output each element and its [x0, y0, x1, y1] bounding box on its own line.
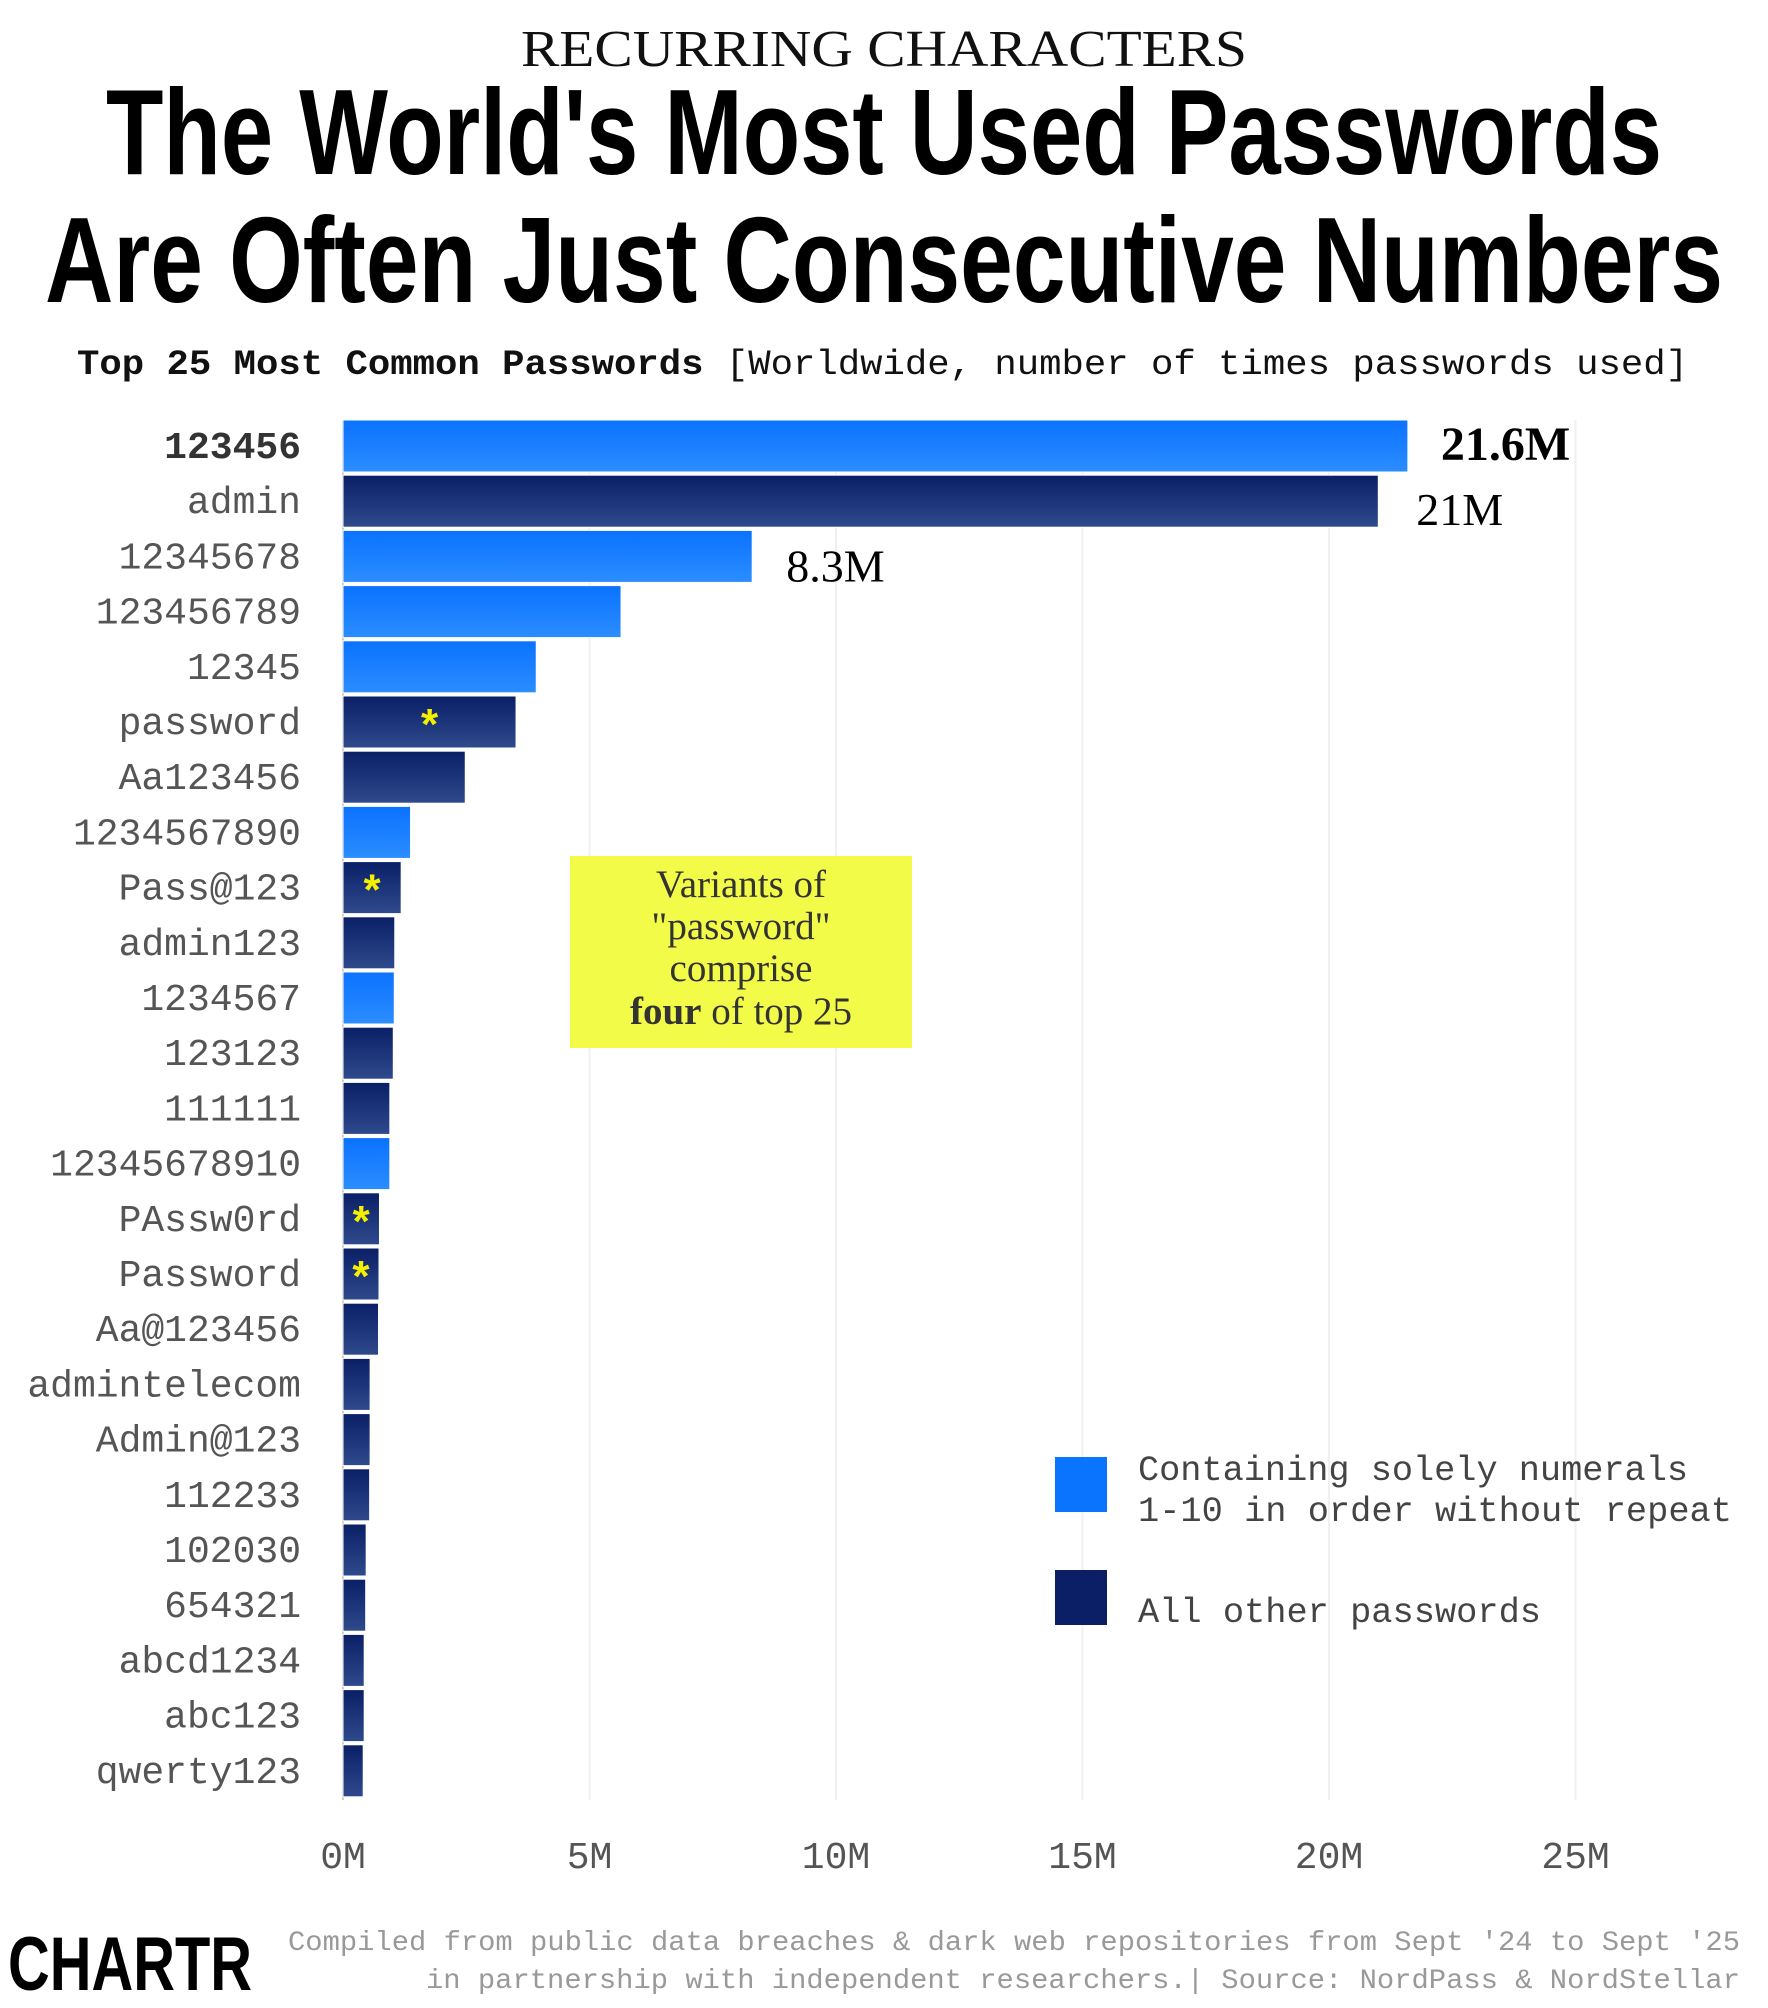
legend-label-sequential-2: 1-10 in order without repeat [1138, 1492, 1732, 1532]
x-tick-label: 20M [1295, 1837, 1363, 1880]
bar-Admin@123 [342, 1413, 371, 1467]
x-tick-label: 5M [567, 1837, 613, 1880]
category-label: 112233 [164, 1476, 301, 1519]
category-label: 111111 [164, 1089, 301, 1132]
bar-abcd1234 [342, 1633, 365, 1687]
category-label: 123456 [164, 427, 301, 470]
category-label: abc123 [164, 1697, 301, 1740]
bar-123123 [342, 1026, 394, 1080]
category-label: 1234567 [141, 979, 301, 1022]
category-label: qwerty123 [96, 1752, 301, 1795]
category-label: 12345678910 [50, 1145, 301, 1188]
category-label: 654321 [164, 1586, 301, 1629]
bar-qwerty123 [342, 1744, 364, 1798]
bar-Aa123456 [342, 750, 466, 804]
annotation-line-2: "password" [651, 905, 830, 948]
x-tick-label: 15M [1048, 1837, 1116, 1880]
x-tick-label: 0M [320, 1837, 366, 1880]
category-label: Admin@123 [96, 1421, 301, 1464]
bar-112233 [342, 1468, 371, 1522]
category-label: admin [187, 482, 301, 525]
category-label: 12345 [187, 648, 301, 691]
asterisk-icon: * [352, 1252, 370, 1301]
category-label: abcd1234 [119, 1641, 301, 1684]
category-label: Aa123456 [119, 758, 301, 801]
bar-admin [342, 474, 1379, 528]
bar-Aa@123456 [342, 1302, 379, 1356]
bar-admin123 [342, 916, 396, 970]
title-line-1: The World's Most Used Passwords [106, 64, 1662, 200]
annotation-rest: of top 25 [701, 990, 852, 1033]
category-label: admin123 [119, 924, 301, 967]
chartr-logo: CHARTR [8, 1922, 252, 2007]
legend-label-sequential-1: Containing solely numerals [1138, 1451, 1688, 1491]
bar-1234567 [342, 971, 395, 1025]
category-label: Aa@123456 [96, 1310, 301, 1353]
asterisk-icon: * [353, 1197, 371, 1246]
annotation-line-1: Variants of [656, 863, 826, 906]
bar-12345 [342, 640, 537, 694]
data-labels: 21.6M 21M 8.3M [786, 418, 1570, 591]
annotation-background [570, 856, 912, 1048]
x-tick-label: 10M [802, 1837, 870, 1880]
bar-abc123 [342, 1689, 365, 1743]
bar-12345678 [342, 529, 753, 583]
kicker: RECURRING CHARACTERS [521, 21, 1247, 78]
bar-654321 [342, 1578, 367, 1632]
legend-swatch-sequential [1055, 1457, 1107, 1512]
category-label: password [119, 703, 301, 746]
category-label: 1234567890 [73, 813, 301, 856]
bar-password [342, 695, 517, 749]
category-label: Pass@123 [119, 869, 301, 912]
asterisk-icon: * [421, 700, 439, 749]
legend-label-other: All other passwords [1138, 1593, 1541, 1633]
title-line-2: Are Often Just Consecutive Numbers [45, 192, 1723, 328]
category-label: 123123 [164, 1034, 301, 1077]
category-label: 12345678 [119, 537, 301, 580]
bar-Password [342, 1247, 380, 1301]
bar-Pass@123 [342, 861, 402, 915]
annotation-line-4: four of top 25 [630, 990, 852, 1033]
bar-102030 [342, 1523, 367, 1577]
legend-swatch-other [1055, 1570, 1107, 1625]
annotation-line-3: comprise [670, 947, 813, 990]
category-label: 102030 [164, 1531, 301, 1574]
source-line-1: Compiled from public data breaches & dar… [288, 1928, 1740, 1959]
annotation-box: Variants of "password" comprise four of … [570, 856, 912, 1048]
asterisk-icon: * [364, 866, 382, 915]
bar-12345678910 [342, 1137, 391, 1191]
category-label: PAssw0rd [119, 1200, 301, 1243]
annotation-bold: four [630, 990, 702, 1033]
source-line-2: in partnership with independent research… [426, 1966, 1740, 1997]
bar-PAssw0rd [342, 1192, 380, 1246]
bar-admintelecom [342, 1357, 371, 1411]
subtitle-bold: Top 25 Most Common Passwords [77, 345, 704, 385]
category-label: admintelecom [27, 1365, 301, 1408]
x-tick-label: 25M [1541, 1837, 1609, 1880]
category-label: Password [119, 1255, 301, 1298]
category-label: 123456789 [96, 593, 301, 636]
legend: Containing solely numerals 1-10 in order… [1055, 1451, 1732, 1633]
bar-111111 [342, 1081, 391, 1135]
bars: * * * * [342, 419, 1409, 1798]
bar-123456 [342, 419, 1409, 473]
x-axis-ticks: 0M 5M 10M 15M 20M 25M [320, 1837, 1610, 1880]
subtitle: Top 25 Most Common Passwords [Worldwide,… [77, 345, 1688, 385]
category-labels: 123456 admin 12345678 123456789 12345 passwor… [27, 427, 301, 1795]
subtitle-rest: [Worldwide, number of times passwords us… [704, 345, 1688, 385]
data-label: 21M [1416, 484, 1503, 535]
data-label: 21.6M [1441, 418, 1570, 471]
bar-123456789 [342, 585, 622, 639]
bar-1234567890 [342, 805, 412, 859]
data-label: 8.3M [786, 540, 884, 591]
